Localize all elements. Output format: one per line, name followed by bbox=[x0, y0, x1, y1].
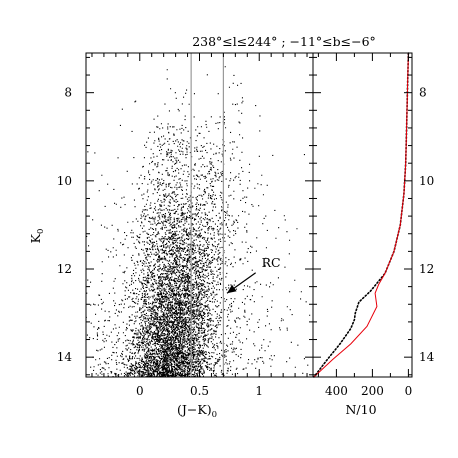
cmd-x-tick-label-0.5: 0.5 bbox=[190, 384, 209, 398]
lf-x-axis-label: N/10 bbox=[345, 402, 376, 417]
lf-series-1-dotted bbox=[313, 52, 410, 378]
rc-label: RC bbox=[262, 255, 281, 270]
cmd-x-axis-label: (J−K)0 bbox=[177, 402, 217, 420]
lf-y-tick-label-10: 10 bbox=[419, 174, 434, 188]
cmd-points bbox=[86, 66, 311, 377]
panel-frames bbox=[85, 52, 413, 378]
lf-x-tick-label-400: 400 bbox=[325, 384, 348, 398]
lf-y-tick-label-12: 12 bbox=[419, 262, 434, 276]
cmd-x-tick-label-0: 0 bbox=[136, 384, 144, 398]
rc-arrow-head bbox=[227, 284, 237, 294]
axis-ticks bbox=[86, 53, 412, 377]
cmd-x-tick-label-1: 1 bbox=[255, 384, 263, 398]
cmd-y-axis-label: K0 bbox=[28, 229, 46, 244]
cmd-y-tick-label-14: 14 bbox=[57, 350, 73, 364]
cmd-points-layer bbox=[86, 66, 311, 377]
cmd-y-tick-label-10: 10 bbox=[57, 174, 72, 188]
annotation-layer: RC bbox=[226, 255, 281, 294]
cmd-star-cloud bbox=[86, 66, 311, 377]
lf-x-tick-label-200: 200 bbox=[361, 384, 384, 398]
lf-series-2-solid bbox=[313, 52, 409, 378]
lf-curves-layer bbox=[313, 52, 410, 378]
cmd-guide-lines bbox=[190, 53, 224, 377]
tick-label-layer: 0 0.5 1 8 10 12 14 8 10 12 14 400 200 0 bbox=[57, 86, 435, 398]
cmd-y-tick-label-12: 12 bbox=[57, 262, 72, 276]
lf-x-tick-label-0: 0 bbox=[405, 384, 413, 398]
cmd-y-tick-label-8: 8 bbox=[64, 86, 72, 100]
lf-y-tick-label-14: 14 bbox=[419, 350, 435, 364]
outer-frame bbox=[85, 52, 413, 378]
chart-title: 238°≤l≤244° ; −11°≤b≤−6° bbox=[192, 34, 376, 49]
lf-y-tick-label-8: 8 bbox=[419, 86, 427, 100]
